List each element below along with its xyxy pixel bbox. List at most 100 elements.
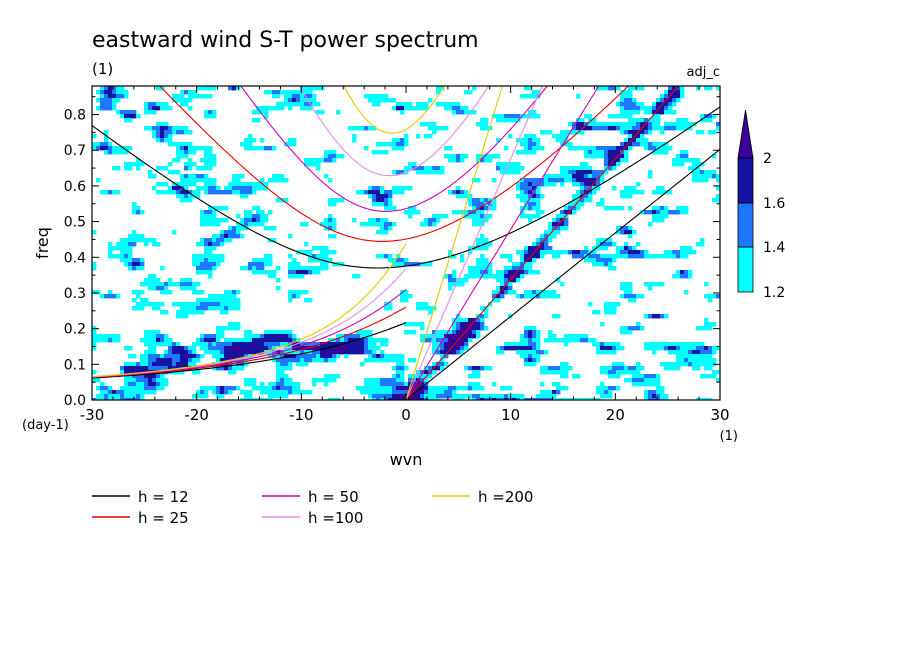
heat-cell [140,290,145,295]
heat-cell [392,374,397,379]
heat-cell [104,102,109,107]
heat-cell [700,342,705,347]
heat-cell [428,310,433,315]
heat-cell [160,366,165,371]
heat-cell [112,338,117,343]
heat-cell [272,146,277,151]
heat-cell [128,254,133,259]
heat-cell [376,346,381,351]
heat-cell [332,374,337,379]
heat-cell [256,386,261,391]
heat-cell [652,122,657,127]
heat-cell [632,110,637,115]
heat-cell [200,266,205,271]
heat-cell [264,182,269,187]
heat-cell [188,182,193,187]
heat-cell [220,346,225,351]
heat-cell [444,146,449,151]
heat-cell [128,114,133,119]
heat-cell [672,346,677,351]
heat-cell [284,350,289,355]
heat-cell [476,382,481,387]
heat-cell [392,354,397,359]
heat-cell [592,310,597,315]
heat-cell [356,126,361,131]
heat-cell [104,338,109,343]
heat-cell [168,190,173,195]
heat-cell [424,262,429,267]
heat-cell [552,314,557,319]
heat-cell [676,158,681,163]
heat-cell [600,150,605,155]
heat-cell [484,242,489,247]
heat-cell [628,286,633,291]
heat-cell [184,90,189,95]
heat-cell [424,302,429,307]
heat-cell [500,282,505,287]
heat-cell [276,278,281,283]
heat-cell [632,102,637,107]
heat-cell [420,106,425,111]
heat-cell [276,266,281,271]
heat-cell [528,338,533,343]
heat-cell [628,190,633,195]
heat-cell [600,174,605,179]
heat-cell [648,122,653,127]
heat-cell [476,202,481,207]
heat-cell [520,394,525,399]
heat-cell [308,158,313,163]
chart-subtitle-right: adj_c [687,65,720,80]
heat-cell [244,390,249,395]
heat-cell [272,94,277,99]
heat-cell [520,190,525,195]
heat-cell [284,334,289,339]
heat-cell [528,150,533,155]
heat-cell [572,182,577,187]
heat-cell [512,278,517,283]
heat-cell [216,206,221,211]
heat-cell [124,250,129,255]
heat-cell [168,358,173,363]
heat-cell [232,86,237,91]
heat-cell [112,102,117,107]
heat-cell [392,138,397,143]
heat-cell [308,342,313,347]
heat-cell [316,110,321,115]
heat-cell [352,274,357,279]
heat-cell [388,302,393,307]
heat-cell [580,162,585,167]
heat-cell [144,110,149,115]
heat-cell [500,278,505,283]
heat-cell [164,106,169,111]
heat-cell [392,206,397,211]
heat-cell [468,322,473,327]
heat-cell [200,178,205,183]
heat-cell [532,202,537,207]
heat-cell [128,378,133,383]
heat-cell [100,386,105,391]
heat-cell [564,170,569,175]
heat-cell [152,286,157,291]
heat-cell [636,326,641,331]
heat-cell [272,178,277,183]
heat-cell [204,158,209,163]
heat-cell [216,294,221,299]
heat-cell [396,186,401,191]
heat-cell [584,150,589,155]
heat-cell [692,166,697,171]
heat-cell [128,234,133,239]
heat-cell [244,146,249,151]
heat-cell [208,246,213,251]
heat-cell [608,258,613,263]
heat-cell [612,258,617,263]
heat-cell [608,394,613,399]
heat-cell [652,374,657,379]
heat-cell [540,394,545,399]
heat-cell [372,342,377,347]
heat-cell [568,174,573,179]
heat-cell [560,370,565,375]
heat-cell [360,390,365,395]
heat-cell [200,310,205,315]
heat-cell [96,178,101,183]
heat-cell [488,266,493,271]
